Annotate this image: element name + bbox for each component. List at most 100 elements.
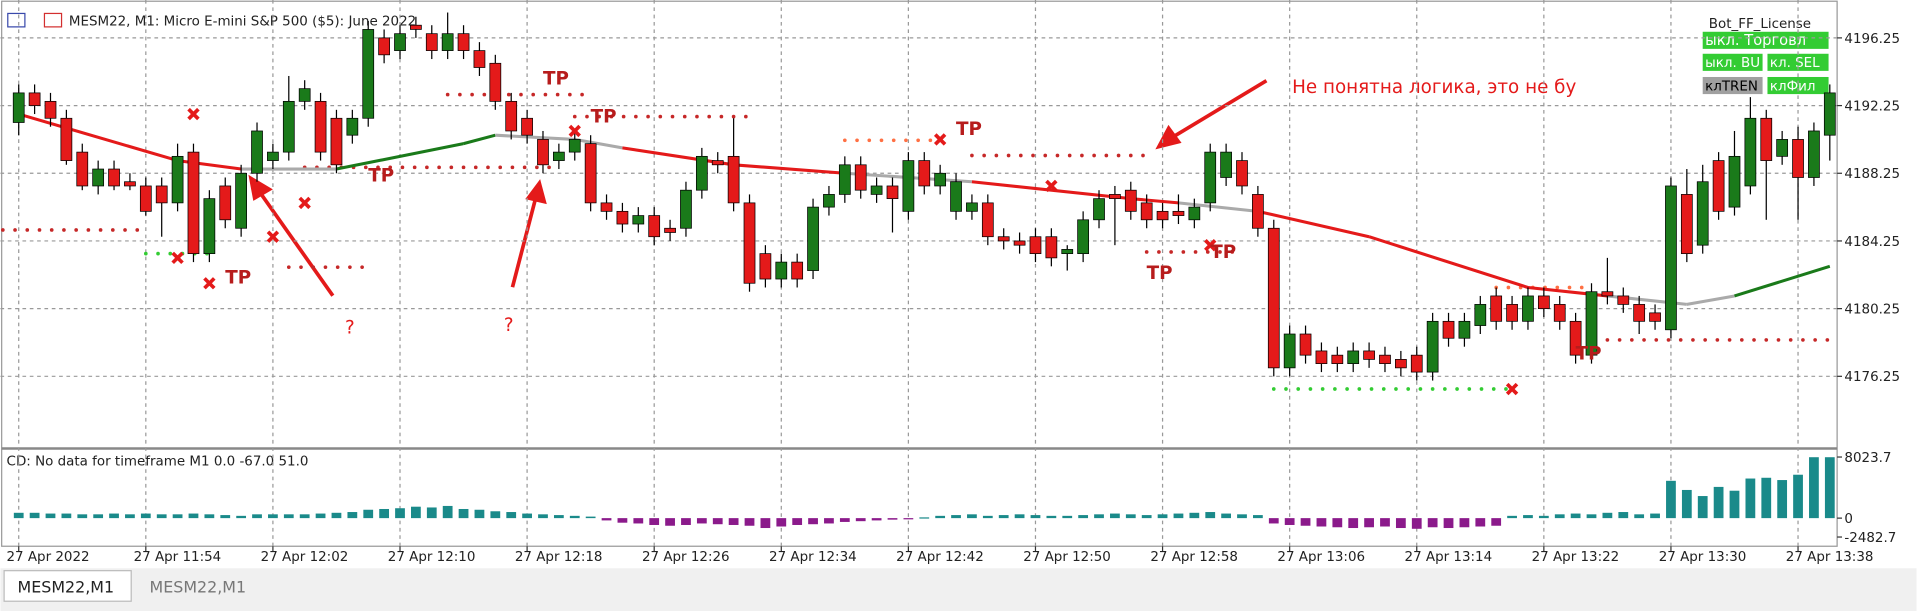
osc-bar — [1110, 513, 1120, 519]
osc-bar — [522, 513, 532, 519]
cross — [933, 133, 947, 146]
osc-bar — [665, 518, 675, 526]
y-tick-label: 4180.25 — [1844, 303, 1900, 318]
osc-bar — [1189, 512, 1200, 519]
osc-bar — [1745, 478, 1756, 519]
candle-body — [1426, 320, 1439, 373]
osc-bar — [1809, 457, 1819, 519]
osc-bar — [1062, 515, 1073, 519]
tp-label: TP — [1147, 263, 1173, 284]
candle-body — [521, 117, 533, 136]
osc-bar — [998, 515, 1009, 519]
x-tick-label: 27 Apr 12:42 — [896, 550, 984, 565]
y-tick-label: 4184.25 — [1844, 235, 1900, 250]
osc-bar — [1443, 518, 1454, 529]
osc-bar — [61, 513, 72, 519]
y-tick-label: 0 — [1844, 512, 1853, 527]
candle-body — [711, 160, 724, 166]
x-tick-label: 27 Apr 12:58 — [1150, 550, 1238, 565]
candle-body — [441, 33, 454, 51]
tab-label[interactable]: MESM22,M1 — [18, 578, 115, 597]
candle-body — [854, 164, 867, 191]
candle-body — [997, 236, 1010, 242]
osc-bar — [1586, 514, 1597, 519]
osc-bar — [77, 514, 88, 519]
button-label[interactable]: ыкл. BU — [1705, 56, 1760, 71]
candle-body — [1712, 160, 1725, 212]
candle-body — [1680, 194, 1693, 255]
candle-body — [505, 100, 518, 132]
candle-body — [1172, 210, 1185, 216]
osc-bar — [125, 514, 135, 519]
button-label[interactable]: ыкл. Торговл — [1705, 32, 1806, 49]
candle-body — [139, 185, 152, 212]
button-label[interactable]: кл. SEL — [1770, 56, 1820, 71]
osc-bar — [1316, 518, 1327, 527]
candle-body — [695, 155, 708, 191]
button-label[interactable]: клФил — [1770, 79, 1816, 94]
tp-label: TP — [956, 119, 982, 140]
candle-body — [600, 202, 613, 212]
x-tick-label: 27 Apr 12:02 — [261, 550, 349, 565]
candle-body — [966, 202, 978, 212]
osc-bar — [887, 518, 898, 520]
candle-body — [155, 185, 168, 204]
osc-bar — [1046, 515, 1057, 519]
osc-bar — [1411, 518, 1422, 529]
osc-bar — [601, 518, 612, 521]
question-mark: ? — [504, 315, 514, 336]
candle-body — [648, 215, 661, 238]
y-tick-label: 4188.25 — [1844, 167, 1900, 182]
button[interactable] — [1702, 53, 1763, 71]
button-label[interactable]: клTREN — [1705, 79, 1758, 94]
osc-bar — [681, 518, 691, 525]
osc-bar — [1713, 486, 1724, 519]
candle-body — [950, 181, 962, 212]
arrow — [510, 197, 538, 288]
y-tick-label: -2482.7 — [1844, 531, 1896, 546]
osc-bar — [935, 515, 946, 519]
osc-bar — [140, 513, 151, 519]
candle-body — [870, 185, 883, 195]
button[interactable] — [1767, 76, 1829, 95]
osc-bar — [1618, 512, 1629, 519]
ma-segment — [1368, 235, 1529, 289]
osc-bar — [1427, 518, 1438, 528]
osc-bar — [29, 512, 40, 519]
ma-segment — [463, 133, 496, 146]
osc-bar — [951, 515, 961, 519]
osc-bar — [1268, 518, 1279, 524]
candle-body — [28, 92, 41, 106]
candle-body — [346, 117, 359, 136]
osc-title: CD: No data for timeframe M1 0.0 -67.0 5… — [7, 455, 309, 470]
candle-body — [759, 253, 772, 280]
button[interactable] — [1702, 76, 1763, 95]
x-tick-label: 27 Apr 12:26 — [642, 550, 730, 565]
osc-bar — [1538, 515, 1549, 519]
button[interactable] — [1702, 31, 1829, 49]
candle-body — [1776, 139, 1789, 157]
ma-segment — [1178, 201, 1259, 213]
osc-bar — [792, 518, 803, 525]
arrow — [1170, 79, 1268, 140]
ma-segment — [18, 112, 179, 163]
tab-label[interactable]: MESM22,M1 — [150, 578, 247, 597]
candle-body — [473, 50, 486, 68]
osc-bar — [1014, 514, 1025, 519]
candle-body — [76, 151, 89, 187]
candle-body — [1109, 194, 1121, 200]
osc-bar — [1793, 474, 1803, 519]
candle-body — [1728, 155, 1741, 208]
candle-body — [1601, 291, 1614, 297]
candle-body — [727, 155, 740, 204]
candle-body — [1792, 139, 1804, 178]
osc-bar — [1650, 513, 1660, 519]
osc-bar — [744, 518, 755, 526]
osc-bar — [1634, 514, 1645, 519]
candle-body — [584, 143, 597, 204]
osc-bar — [1570, 513, 1581, 519]
tab[interactable] — [3, 570, 132, 602]
plot: 4176.25 4180.25 4184.25 4188.25 4192.25 4196.… — [0, 0, 1900, 565]
osc-bar — [1157, 514, 1168, 519]
